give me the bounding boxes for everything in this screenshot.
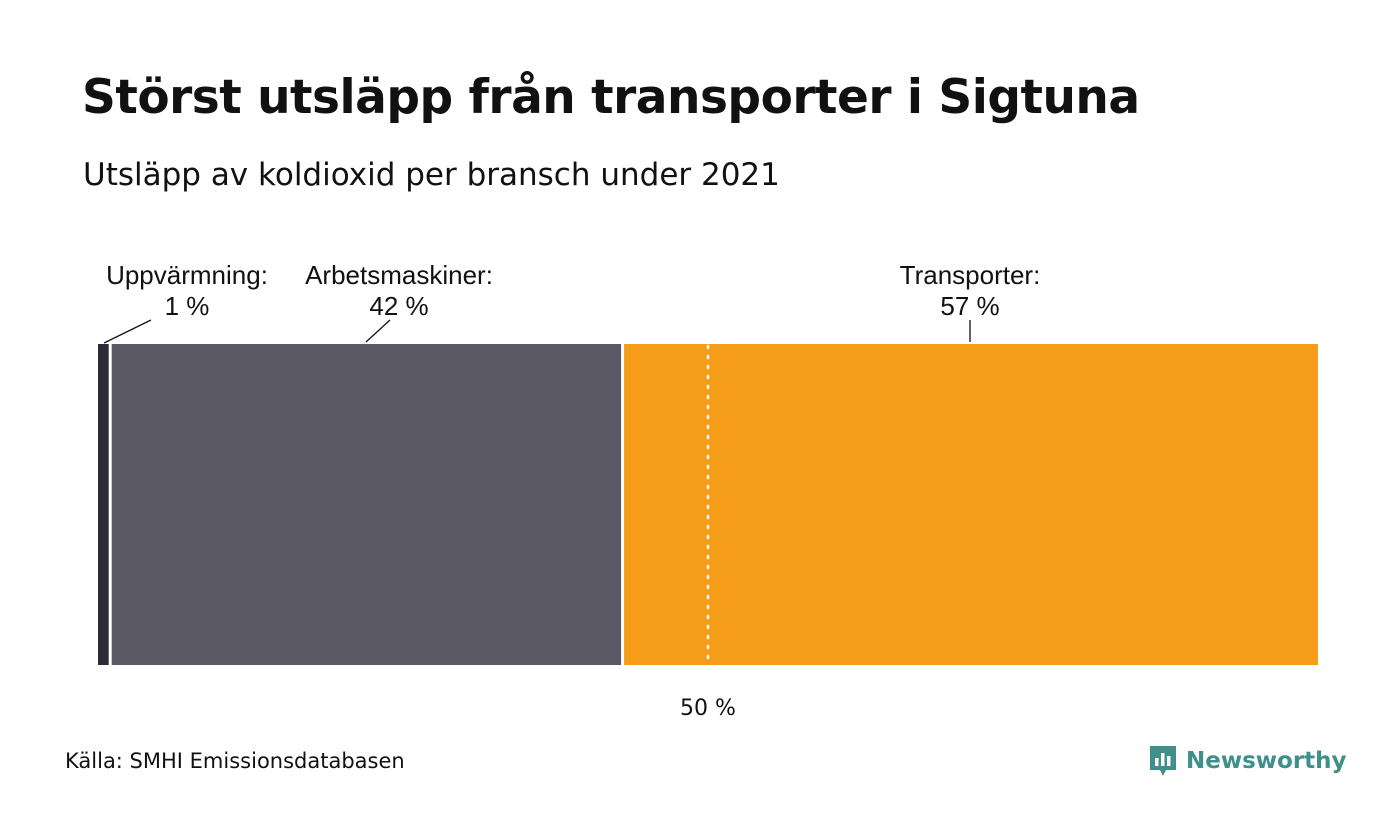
reference-line-group: 50 % [680, 344, 736, 721]
segment-labels: Uppvärmning:1 % Arbetsmaskiner:42 % Transp… [103, 260, 1041, 344]
chart-title: Störst utsläpp från transporter i Sigtun… [82, 70, 1140, 125]
chart-subtitle: Utsläpp av koldioxid per bransch under 2… [83, 157, 780, 193]
newsworthy-chart-icon [1150, 746, 1176, 776]
segment-name-arbetsmaskiner: Arbetsmaskiner: [305, 260, 493, 290]
leader-line-arbetsmaskiner [365, 319, 391, 343]
bar-segments [98, 344, 1318, 665]
newsworthy-logo: Newsworthy [1148, 744, 1347, 778]
newsworthy-logo-text: Newsworthy [1186, 748, 1347, 774]
segment-name-transporter: Transporter: [900, 260, 1041, 290]
segment-value-transporter: 57 % [940, 291, 999, 321]
reference-line-label: 50 % [680, 696, 736, 721]
segment-value-arbetsmaskiner: 42 % [369, 291, 428, 321]
source-note: Källa: SMHI Emissionsdatabasen [65, 749, 405, 773]
leader-line-uppvärmning [103, 319, 152, 344]
segment-name-uppvärmning: Uppvärmning: [106, 260, 268, 290]
segment-value-uppvärmning: 1 % [165, 291, 210, 321]
stacked-bar-chart: Uppvärmning:1 % Arbetsmaskiner:42 % Transp… [98, 260, 1318, 721]
bar-segment-transporter [624, 344, 1318, 665]
bar-segment-arbetsmaskiner [111, 344, 622, 665]
bar-segment-uppvärmning [98, 344, 109, 665]
